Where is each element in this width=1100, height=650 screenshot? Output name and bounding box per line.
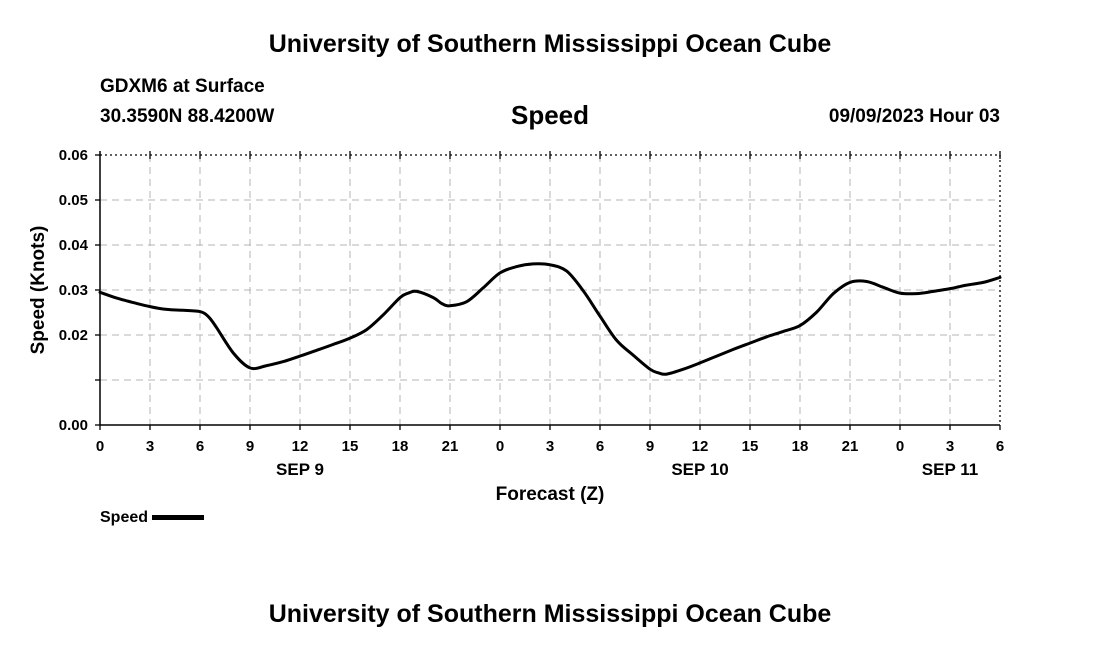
axes	[95, 151, 1001, 430]
legend-label: Speed	[100, 509, 149, 526]
legend-line-swatch	[152, 515, 205, 521]
y-axis-title: Speed (Knots)	[28, 226, 49, 355]
y-tick-label: 0.04	[59, 237, 89, 254]
x-tick-label: 15	[342, 438, 359, 455]
x-tick-label: 18	[392, 438, 409, 455]
x-tick-label: 18	[792, 438, 809, 455]
main-title: University of Southern Mississippi Ocean…	[268, 30, 832, 58]
x-tick-label: 3	[146, 438, 154, 455]
station-label: GDXM6 at Surface	[100, 76, 265, 97]
x-tick-label: 9	[646, 438, 654, 455]
y-tick-label: 0.05	[59, 192, 88, 209]
x-tick-label: 15	[742, 438, 759, 455]
speed-chart: 0 3 6 9 12 15 18 21 0 3 6 9 12 15 18 21 0 3 6 0.00 0.02 0.03 0…	[28, 147, 1004, 505]
x-axis-title: Forecast (Z)	[496, 484, 605, 505]
x-tick-label: 21	[842, 438, 859, 455]
x-tick-label: 0	[496, 438, 504, 455]
x-tick-label: 6	[996, 438, 1004, 455]
x-tick-label: 21	[442, 438, 459, 455]
y-tick-label: 0.03	[59, 282, 88, 299]
series-layer	[98, 262, 1002, 376]
datetime-label: 09/09/2023 Hour 03	[828, 106, 1000, 127]
x-tick-label: 3	[946, 438, 954, 455]
x-tick-label: 0	[896, 438, 904, 455]
chart-title: Speed	[510, 100, 590, 130]
y-tick-label: 0.02	[59, 327, 88, 344]
date-label: SEP 9	[276, 460, 324, 479]
date-label: SEP 11	[922, 460, 978, 479]
x-tick-label: 9	[246, 438, 254, 455]
x-tick-label: 3	[546, 438, 554, 455]
x-tick-label: 6	[596, 438, 604, 455]
y-tick-label: 0.06	[59, 147, 88, 164]
grid-lines	[100, 154, 1000, 425]
series-line-speed	[98, 262, 1002, 376]
coordinates-label: 30.3590N 88.4200W	[100, 106, 275, 127]
footer-title: University of Southern Mississippi Ocean…	[268, 600, 832, 628]
tick-labels: 0 3 6 9 12 15 18 21 0 3 6 9 12 15 18 21 0 3 6 0.00 0.02 0.03 0…	[59, 147, 1004, 479]
date-label: SEP 10	[671, 460, 728, 479]
y-tick-label: 0.00	[59, 417, 88, 434]
x-tick-label: 6	[196, 438, 204, 455]
x-tick-label: 12	[292, 438, 309, 455]
legend: Speed	[100, 509, 205, 527]
x-tick-label: 0	[96, 438, 104, 455]
x-tick-label: 12	[692, 438, 709, 455]
